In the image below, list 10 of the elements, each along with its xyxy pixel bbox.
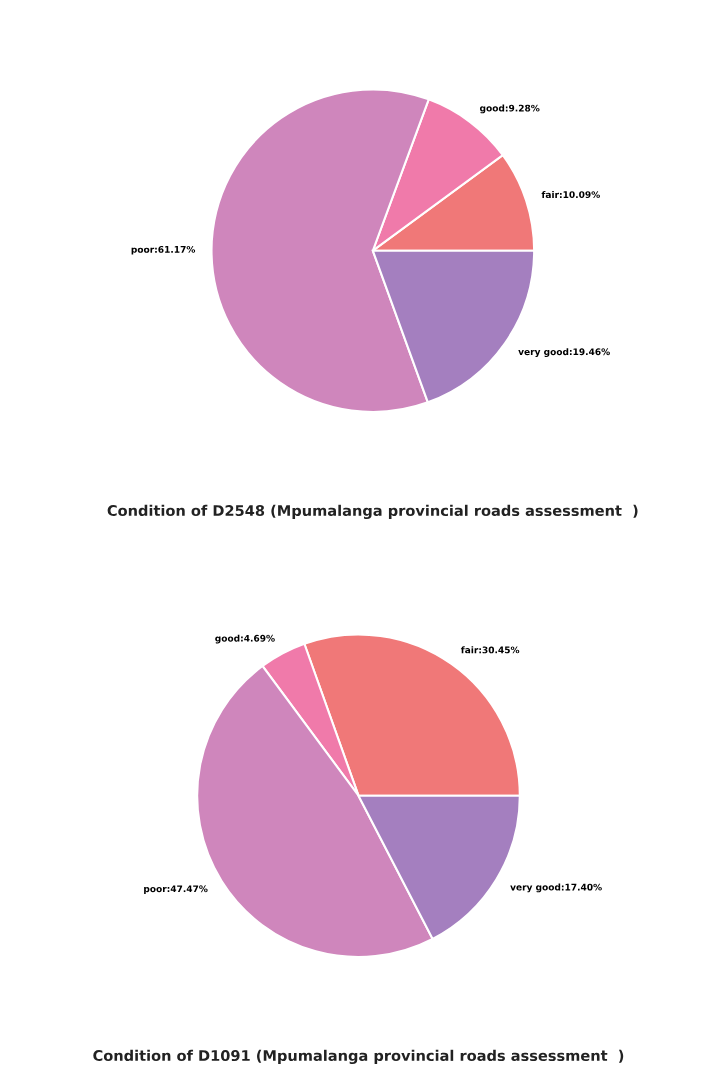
slice-label: poor:47.47%: [144, 885, 208, 894]
text: Condition of D1091 (Mpumalanga provincial roads assessment ): [93, 1049, 624, 1065]
text: Condition of D2548 (Mpumalanga provincial roads assessment ): [107, 504, 638, 520]
slice-label: poor:61.17%: [131, 245, 196, 255]
slice-label: fair:30.45%: [460, 646, 520, 654]
slice-label: good:9.28%: [479, 104, 540, 114]
slice-label: very good:17.40%: [510, 883, 602, 893]
slice-label: very good:19.46%: [518, 348, 610, 357]
slice-label: fair:10.09%: [541, 191, 600, 199]
slice-label: good:4.69%: [215, 634, 275, 644]
